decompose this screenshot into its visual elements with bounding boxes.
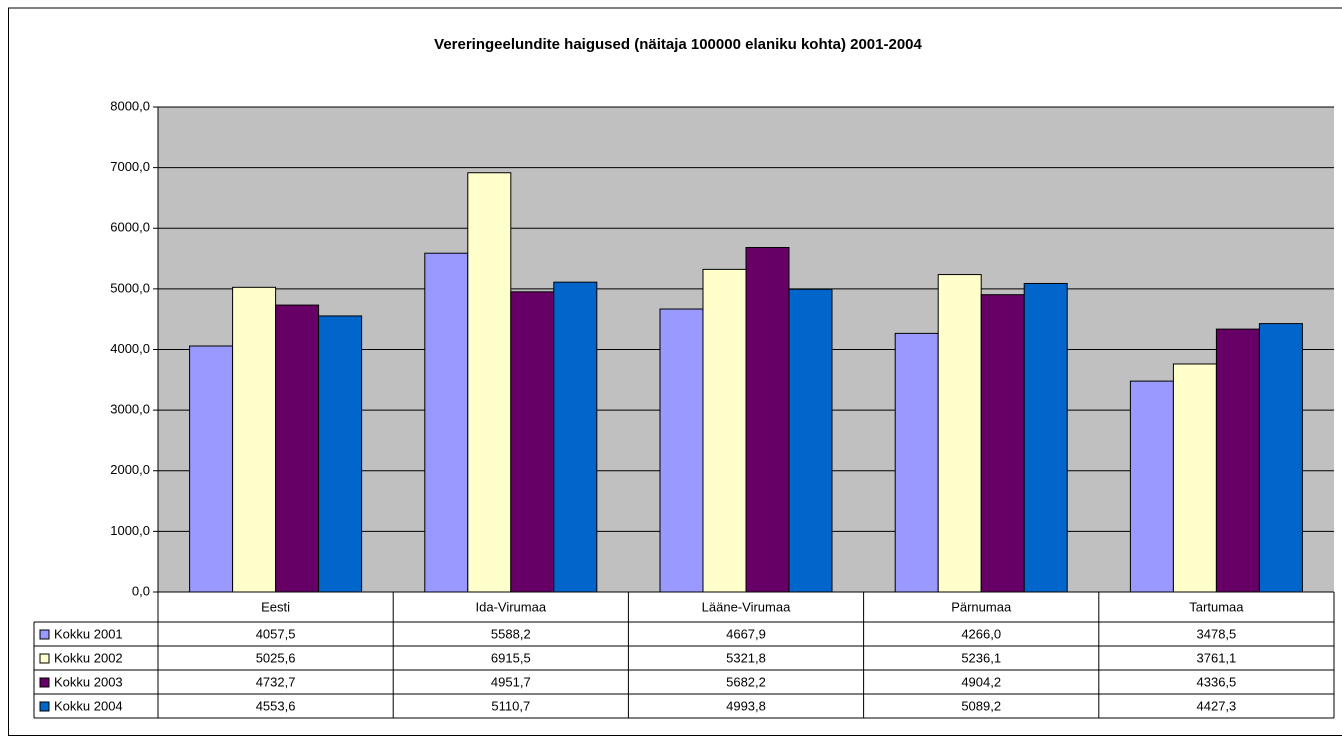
bar	[937, 274, 982, 593]
bar	[467, 172, 512, 593]
legend-key	[39, 629, 50, 640]
table-cell: 5682,2	[726, 674, 766, 689]
table-cell: 3478,5	[1197, 626, 1237, 641]
bar	[553, 281, 598, 593]
table-cell: 4266,0	[961, 626, 1001, 641]
bar	[980, 294, 1025, 593]
table-cell: 5089,2	[961, 698, 1001, 713]
table-cell: 5110,7	[491, 698, 530, 713]
legend-label: Kokku 2004	[54, 698, 123, 713]
legend-label: Kokku 2003	[54, 674, 123, 689]
y-tick-label: 1000,0	[110, 523, 150, 538]
bar	[424, 252, 469, 593]
table-cell: 4667,9	[726, 626, 766, 641]
table-cell: 5321,8	[726, 650, 766, 665]
bar	[659, 308, 704, 593]
y-tick-label: 6000,0	[110, 220, 150, 235]
chart-border	[8, 7, 1342, 736]
table-cell: 4904,2	[961, 674, 1001, 689]
y-tick-label: 2000,0	[110, 462, 150, 477]
bar	[788, 288, 833, 593]
legend-key	[39, 701, 50, 712]
table-cell: 4993,8	[726, 698, 766, 713]
bar	[1215, 328, 1260, 593]
table-cell: 5236,1	[961, 650, 1001, 665]
table-cell: 4553,6	[256, 698, 296, 713]
x-tick-label: Ida-Virumaa	[476, 599, 547, 614]
y-tick-label: 3000,0	[110, 402, 150, 417]
bar	[1172, 363, 1217, 593]
table-cell: 3761,1	[1197, 650, 1237, 665]
table-cell: 4951,7	[491, 674, 531, 689]
legend-label: Kokku 2002	[54, 650, 123, 665]
bar	[1129, 380, 1174, 593]
table-cell: 4427,3	[1197, 698, 1237, 713]
bar	[275, 304, 320, 593]
chart-title: Vereringeelundite haigused (näitaja 1000…	[434, 36, 922, 53]
table-cell: 4057,5	[256, 626, 296, 641]
y-tick-label: 7000,0	[110, 159, 150, 174]
bar	[745, 247, 790, 593]
table-cell: 5025,6	[256, 650, 296, 665]
y-tick-label: 0,0	[132, 583, 150, 598]
bar	[232, 286, 277, 593]
bar	[510, 291, 555, 593]
bar	[1258, 323, 1303, 593]
x-tick-label: Lääne-Virumaa	[702, 599, 791, 614]
table-cell: 4732,7	[256, 674, 296, 689]
x-tick-label: Tartumaa	[1189, 599, 1244, 614]
y-tick-label: 8000,0	[110, 98, 150, 113]
bar	[1023, 282, 1068, 593]
x-tick-label: Pärnumaa	[951, 599, 1012, 614]
y-tick-label: 5000,0	[110, 280, 150, 295]
bar	[702, 268, 747, 593]
bar	[894, 332, 939, 593]
y-tick-label: 4000,0	[110, 341, 150, 356]
table-cell: 5588,2	[491, 626, 531, 641]
x-tick-label: Eesti	[261, 599, 290, 614]
bar	[318, 315, 363, 593]
table-cell: 4336,5	[1197, 674, 1237, 689]
legend-key	[39, 653, 50, 664]
legend-label: Kokku 2001	[54, 626, 123, 641]
table-cell: 6915,5	[491, 650, 531, 665]
bar	[189, 345, 234, 593]
legend-key	[39, 677, 50, 688]
